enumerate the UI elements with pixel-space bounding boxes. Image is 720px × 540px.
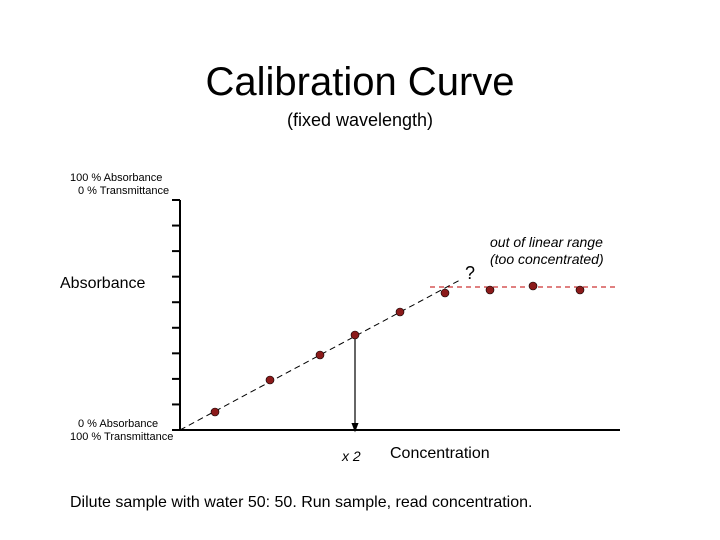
slide: Calibration Curve (fixed wavelength) 100… <box>0 0 720 540</box>
calibration-chart <box>0 0 720 540</box>
